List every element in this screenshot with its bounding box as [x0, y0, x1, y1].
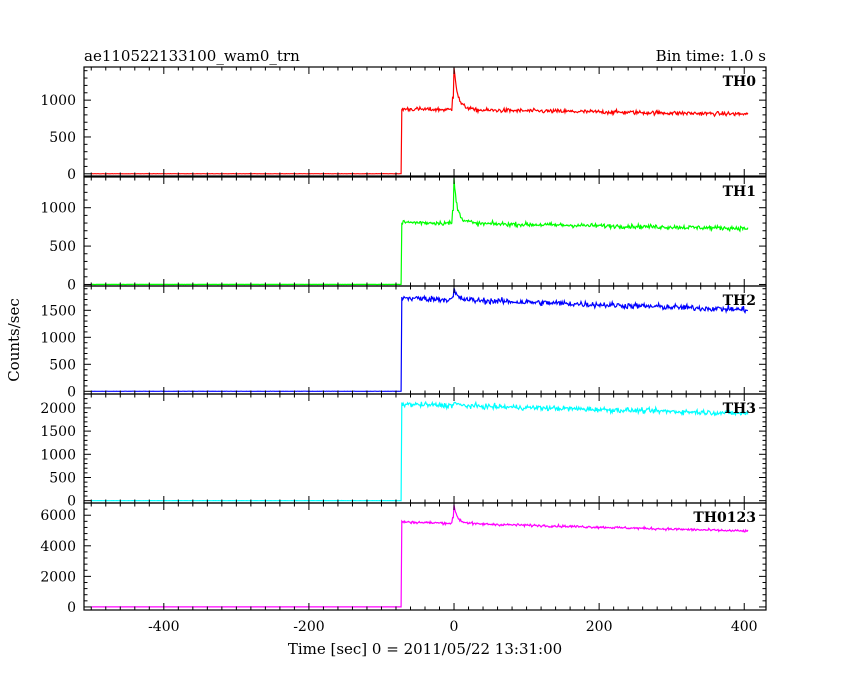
y-tick-label: 0 — [67, 277, 76, 293]
y-tick-label: 1500 — [40, 303, 76, 319]
y-tick-label: 0 — [67, 384, 76, 400]
panel-th0123: 0 2000 4000 6000 TH0123 — [40, 502, 767, 616]
panel-th0: 0 500 1000 TH0 — [40, 66, 767, 183]
y-tick-label: 1500 — [40, 424, 76, 440]
series-line-th0 — [91, 67, 749, 175]
y-tick-label: 500 — [49, 470, 76, 486]
y-tick-label: 1000 — [40, 93, 76, 109]
y-tick-label: 6000 — [40, 508, 76, 524]
panel-label-th2: TH2 — [723, 293, 756, 309]
x-tick-label: 400 — [731, 619, 758, 635]
series-line-th3 — [91, 400, 749, 502]
y-tick-label: 4000 — [40, 539, 76, 555]
y-tick-label: 0 — [67, 167, 76, 183]
y-tick-label: 2000 — [40, 401, 76, 417]
y-tick-label: 2000 — [40, 569, 76, 585]
y-tick-label: 0 — [67, 494, 76, 510]
panel-th2: 0 500 1000 1500 TH2 — [40, 285, 767, 400]
panel-label-th0: TH0 — [723, 74, 757, 90]
panel-label-th0123: TH0123 — [693, 510, 756, 526]
panel-frame-th0123 — [83, 502, 767, 611]
y-tick-label: 0 — [67, 600, 76, 616]
y-axis-label: Counts/sec — [5, 298, 23, 382]
x-tick-label: -400 — [148, 619, 179, 635]
chart-title-left: ae110522133100_wam0_trn — [84, 47, 300, 65]
panel-label-th1: TH1 — [723, 184, 756, 200]
panel-label-th3: TH3 — [723, 401, 756, 417]
y-tick-label: 1000 — [40, 201, 76, 217]
x-tick-label: 0 — [450, 619, 459, 635]
panel-th3: 0 500 1000 1500 2000 TH3 — [40, 393, 767, 510]
y-tick-label: 500 — [49, 130, 76, 146]
y-tick-label: 500 — [49, 357, 76, 373]
panel-frame-th2 — [83, 285, 767, 395]
y-tick-label: 1000 — [40, 447, 76, 463]
x-tick-label: -200 — [293, 619, 324, 635]
x-axis-label: Time [sec] 0 = 2011/05/22 13:31:00 — [288, 640, 562, 658]
x-tick-label: 200 — [586, 619, 613, 635]
panel-frame-th1 — [83, 176, 767, 287]
panels-group: 0 500 1000 TH0 0 500 1000 TH1 0 500 1000 1500 TH2 0 50… — [40, 66, 767, 635]
series-line-th0123 — [91, 504, 749, 608]
y-tick-label: 500 — [49, 239, 76, 255]
chart-title-right: Bin time: 1.0 s — [656, 47, 766, 65]
panel-th1: 0 500 1000 TH1 — [40, 176, 767, 293]
y-tick-label: 1000 — [40, 330, 76, 346]
series-line-th1 — [91, 178, 749, 286]
series-line-th2 — [91, 287, 748, 392]
panel-frame-th0 — [83, 66, 767, 177]
